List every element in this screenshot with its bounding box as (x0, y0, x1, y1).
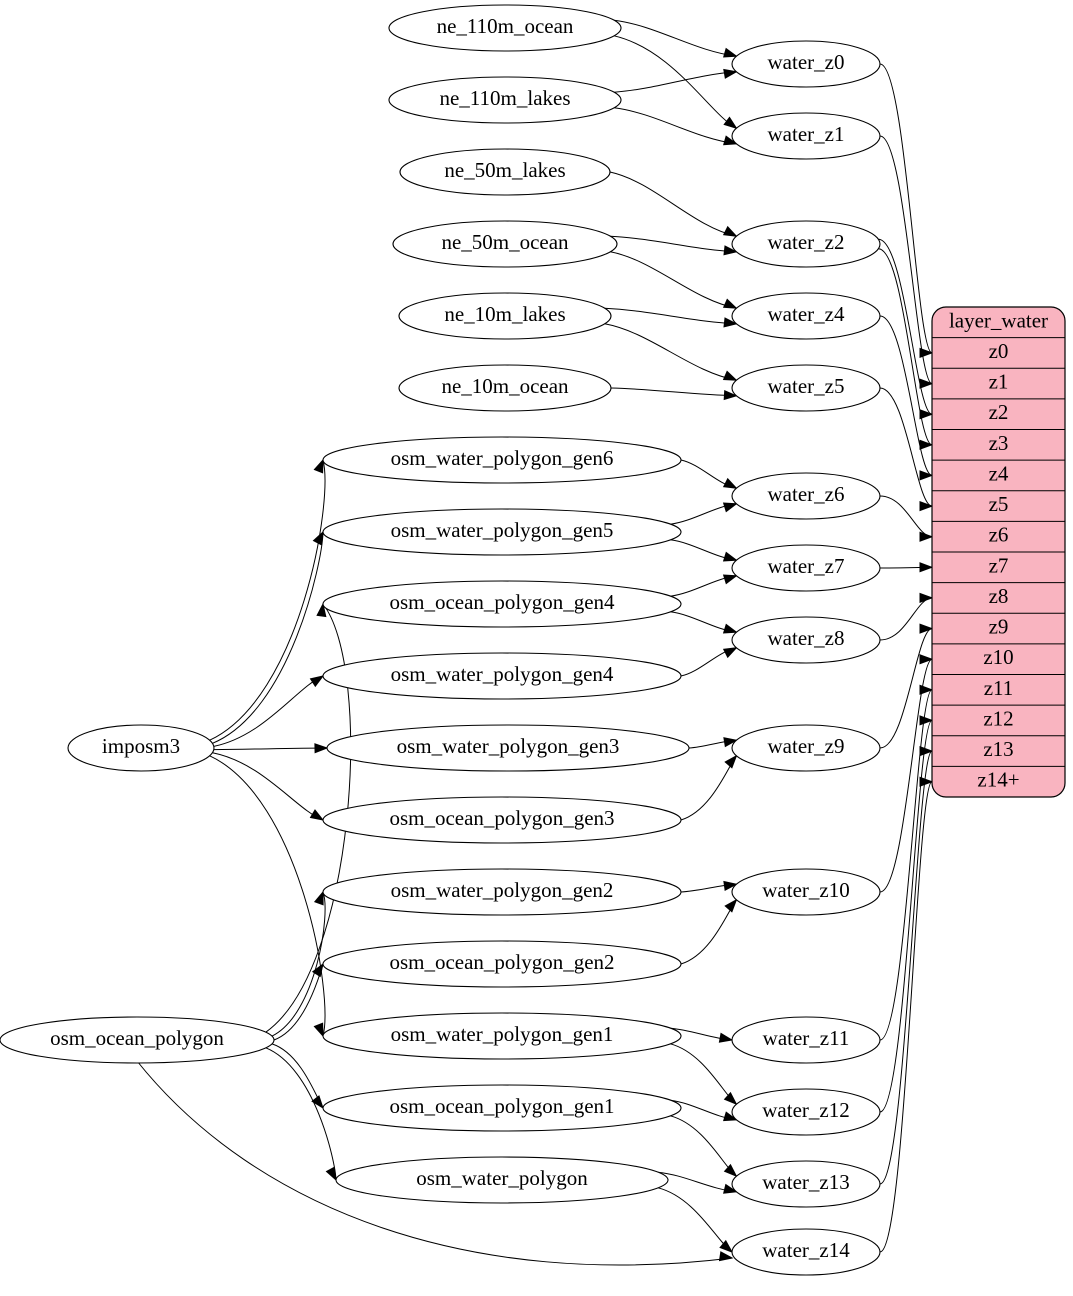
svg-text:z5: z5 (989, 492, 1009, 516)
svg-text:osm_water_polygon: osm_water_polygon (416, 1166, 588, 1190)
svg-text:water_z2: water_z2 (768, 230, 845, 254)
svg-text:osm_water_polygon_gen6: osm_water_polygon_gen6 (391, 446, 614, 470)
svg-text:z1: z1 (989, 370, 1009, 394)
svg-text:ne_50m_lakes: ne_50m_lakes (444, 158, 565, 182)
svg-text:osm_ocean_polygon_gen1: osm_ocean_polygon_gen1 (389, 1094, 614, 1118)
svg-text:water_z6: water_z6 (768, 482, 845, 506)
svg-text:z9: z9 (989, 615, 1009, 639)
svg-text:z3: z3 (989, 431, 1009, 455)
svg-text:water_z11: water_z11 (763, 1026, 850, 1050)
svg-text:water_z5: water_z5 (768, 374, 845, 398)
svg-text:z14+: z14+ (977, 768, 1019, 792)
svg-text:osm_water_polygon_gen3: osm_water_polygon_gen3 (397, 734, 620, 758)
svg-text:z10: z10 (983, 645, 1013, 669)
svg-text:osm_water_polygon_gen5: osm_water_polygon_gen5 (391, 518, 614, 542)
svg-text:osm_ocean_polygon: osm_ocean_polygon (50, 1026, 224, 1050)
svg-text:z12: z12 (983, 706, 1013, 730)
svg-text:ne_10m_ocean: ne_10m_ocean (441, 374, 569, 398)
svg-text:z13: z13 (983, 737, 1013, 761)
svg-text:osm_water_polygon_gen4: osm_water_polygon_gen4 (391, 662, 614, 686)
svg-text:osm_ocean_polygon_gen2: osm_ocean_polygon_gen2 (389, 950, 614, 974)
svg-text:z4: z4 (989, 461, 1009, 485)
svg-text:water_z1: water_z1 (768, 122, 845, 146)
svg-text:ne_10m_lakes: ne_10m_lakes (444, 302, 565, 326)
svg-text:water_z9: water_z9 (768, 734, 845, 758)
svg-text:water_z7: water_z7 (768, 554, 845, 578)
svg-text:osm_ocean_polygon_gen3: osm_ocean_polygon_gen3 (389, 806, 614, 830)
svg-text:z7: z7 (989, 553, 1009, 577)
svg-text:z6: z6 (989, 523, 1009, 547)
svg-text:water_z13: water_z13 (762, 1170, 849, 1194)
svg-text:water_z0: water_z0 (768, 50, 845, 74)
svg-text:ne_50m_ocean: ne_50m_ocean (441, 230, 569, 254)
svg-text:ne_110m_ocean: ne_110m_ocean (437, 14, 574, 38)
svg-text:water_z10: water_z10 (762, 878, 849, 902)
svg-text:water_z8: water_z8 (768, 626, 845, 650)
svg-text:water_z4: water_z4 (768, 302, 845, 326)
svg-text:z2: z2 (989, 400, 1009, 424)
svg-text:imposm3: imposm3 (102, 734, 180, 758)
svg-text:water_z12: water_z12 (762, 1098, 849, 1122)
svg-text:water_z14: water_z14 (762, 1238, 850, 1262)
svg-text:osm_water_polygon_gen1: osm_water_polygon_gen1 (391, 1022, 614, 1046)
svg-text:layer_water: layer_water (949, 308, 1048, 332)
svg-text:osm_water_polygon_gen2: osm_water_polygon_gen2 (391, 878, 614, 902)
svg-text:osm_ocean_polygon_gen4: osm_ocean_polygon_gen4 (389, 590, 615, 614)
svg-text:z0: z0 (989, 339, 1009, 363)
svg-text:z11: z11 (984, 676, 1014, 700)
svg-text:ne_110m_lakes: ne_110m_lakes (439, 86, 570, 110)
svg-text:z8: z8 (989, 584, 1009, 608)
